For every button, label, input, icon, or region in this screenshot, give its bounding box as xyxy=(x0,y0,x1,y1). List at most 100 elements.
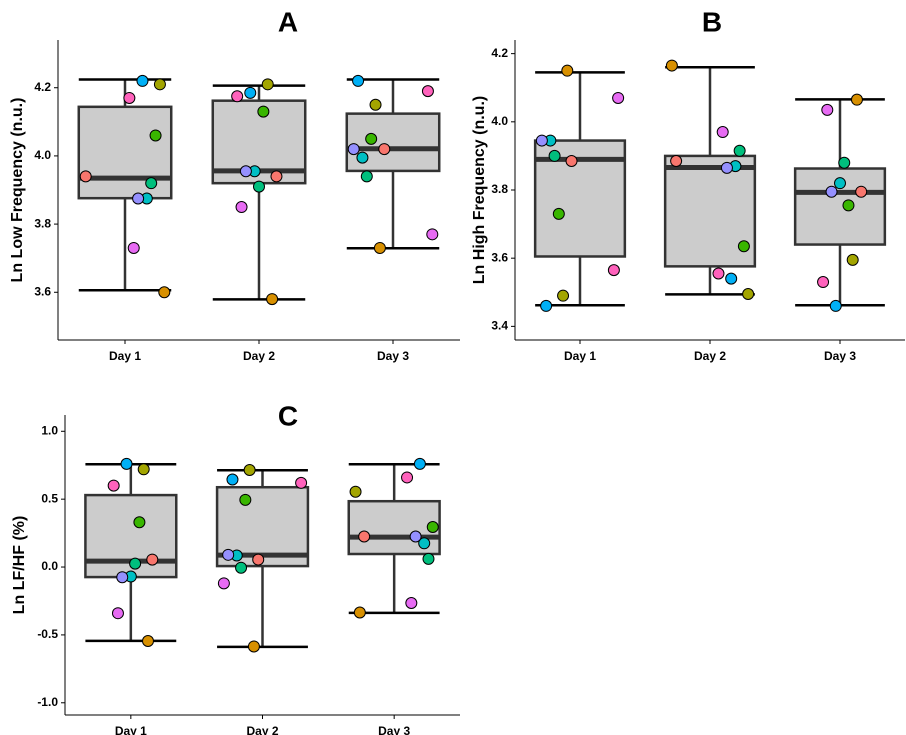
data-point xyxy=(720,161,733,174)
data-point xyxy=(405,597,418,610)
data-point xyxy=(252,553,265,566)
y-tick-label: 3.4 xyxy=(491,319,508,333)
y-tick-label: 3.6 xyxy=(34,284,51,298)
data-point xyxy=(369,98,382,111)
data-point xyxy=(349,485,362,498)
y-tick-label: -1.0 xyxy=(37,695,58,709)
data-point xyxy=(401,471,414,484)
data-point xyxy=(133,516,146,529)
data-point xyxy=(535,134,548,147)
data-point xyxy=(565,155,578,168)
y-tick-label: 3.8 xyxy=(491,182,508,196)
x-tick-label: Day 3 xyxy=(377,349,409,363)
y-axis-label: Ln High Frequency (n.u.) xyxy=(471,96,488,284)
x-tick-label: Day 2 xyxy=(243,349,275,363)
data-point xyxy=(413,457,426,470)
data-point xyxy=(548,149,561,162)
data-point xyxy=(373,241,386,254)
x-tick-label: Day 2 xyxy=(246,724,278,735)
data-point xyxy=(426,520,439,533)
y-tick-label: 4.0 xyxy=(491,114,508,128)
data-point xyxy=(612,91,625,104)
data-point xyxy=(146,553,159,566)
data-point xyxy=(107,479,120,492)
data-point xyxy=(353,606,366,619)
data-point xyxy=(347,143,360,156)
data-point xyxy=(116,571,129,584)
data-point xyxy=(270,170,283,183)
data-point xyxy=(834,177,846,190)
box xyxy=(345,112,441,173)
data-point xyxy=(222,548,235,561)
y-tick-label: 3.8 xyxy=(34,216,51,230)
data-point xyxy=(821,103,834,116)
data-point xyxy=(561,64,574,77)
data-point xyxy=(127,241,140,254)
data-point xyxy=(540,299,553,312)
panel-title: B xyxy=(702,6,722,37)
data-point xyxy=(665,59,678,72)
data-point xyxy=(421,85,434,98)
y-axis-label: Ln Low Frequency (n.u.) xyxy=(9,98,26,283)
data-point xyxy=(842,199,855,212)
y-tick-label: 4.0 xyxy=(34,148,51,162)
data-point xyxy=(356,151,369,164)
y-tick-label: 1.0 xyxy=(41,423,58,437)
data-point xyxy=(409,530,422,543)
data-point xyxy=(295,476,308,489)
data-point xyxy=(825,185,838,198)
data-point xyxy=(120,457,133,470)
data-point xyxy=(352,74,365,87)
panel-title: A xyxy=(278,6,298,37)
data-point xyxy=(217,577,230,590)
y-tick-label: 4.2 xyxy=(491,46,508,60)
data-point xyxy=(136,74,149,87)
data-point xyxy=(149,129,162,142)
data-point xyxy=(79,170,92,183)
data-point xyxy=(231,90,244,103)
data-point xyxy=(846,253,859,266)
data-point xyxy=(244,86,257,99)
x-tick-label: Day 3 xyxy=(824,349,856,363)
data-point xyxy=(123,91,136,104)
data-point xyxy=(557,289,570,302)
x-tick-label: Day 1 xyxy=(564,349,596,363)
y-tick-label: 0.5 xyxy=(41,491,58,505)
y-tick-label: 0.0 xyxy=(41,559,58,573)
data-point xyxy=(239,165,252,178)
y-axis-label: Ln LF/HF (%) xyxy=(11,516,28,615)
data-point xyxy=(725,272,738,285)
data-point xyxy=(850,93,863,106)
data-point xyxy=(261,78,274,91)
y-tick-label: 3.6 xyxy=(491,250,508,264)
x-tick-label: Day 1 xyxy=(115,724,147,735)
data-point xyxy=(855,185,868,198)
y-tick-label: -0.5 xyxy=(37,627,58,641)
data-point xyxy=(129,557,142,570)
x-tick-label: Day 1 xyxy=(109,349,141,363)
data-point xyxy=(418,537,431,550)
data-point xyxy=(838,156,851,169)
data-point xyxy=(742,287,755,300)
data-point xyxy=(239,493,252,506)
data-point xyxy=(733,144,746,157)
data-point xyxy=(737,240,750,253)
data-point xyxy=(670,155,683,168)
data-point xyxy=(243,463,256,476)
data-point xyxy=(378,143,391,156)
data-point xyxy=(226,473,239,486)
data-point xyxy=(365,132,378,145)
data-point xyxy=(422,552,435,565)
data-point xyxy=(235,561,248,574)
panel-title: C xyxy=(278,400,298,431)
data-point xyxy=(817,276,830,289)
data-point xyxy=(426,228,439,241)
data-point xyxy=(716,126,729,139)
data-point xyxy=(137,463,150,476)
data-point xyxy=(829,299,842,312)
data-point xyxy=(712,267,725,280)
data-point xyxy=(607,264,620,277)
data-point xyxy=(253,180,265,193)
data-point xyxy=(111,607,124,620)
